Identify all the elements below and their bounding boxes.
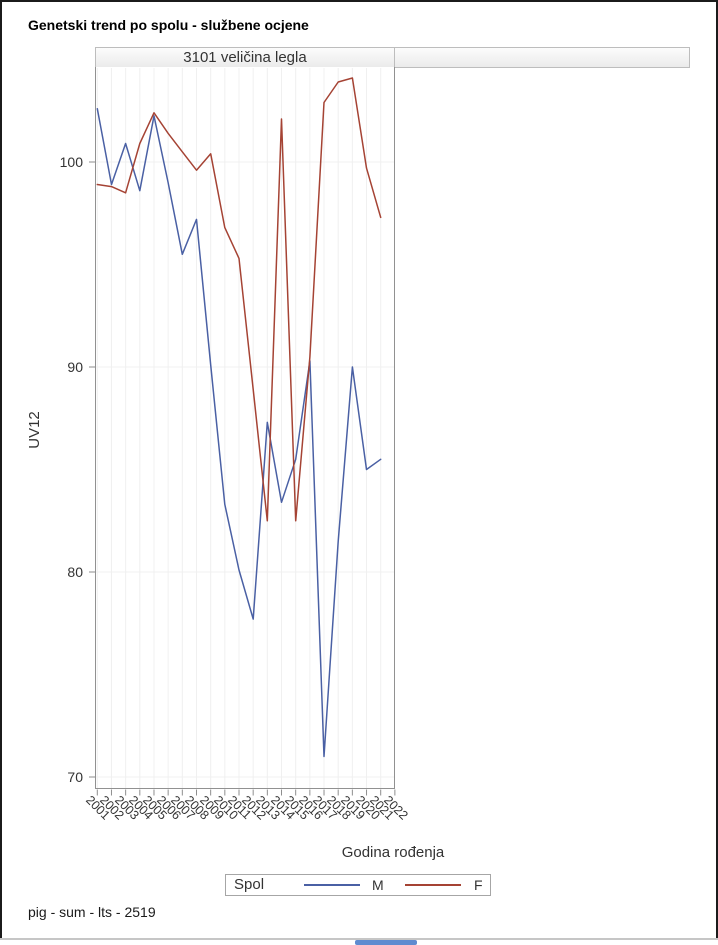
chart-title: Genetski trend po spolu - službene ocjen… bbox=[28, 17, 309, 33]
page-border-right bbox=[716, 0, 718, 940]
panel-header-label: 3101 veličina legla bbox=[183, 49, 307, 66]
legend-title: Spol bbox=[234, 876, 265, 893]
scrollbar-thumb[interactable] bbox=[355, 940, 417, 945]
y-tick-label: 70 bbox=[67, 769, 83, 785]
y-tick-label: 100 bbox=[59, 154, 83, 170]
series-line-M bbox=[96, 107, 382, 758]
plot-frame bbox=[95, 67, 395, 789]
y-tick-label: 90 bbox=[67, 359, 83, 375]
page-border-left bbox=[0, 0, 2, 940]
page-border-top bbox=[0, 0, 718, 2]
legend-label-F: F bbox=[474, 877, 483, 893]
y-tick-label: 80 bbox=[67, 564, 83, 580]
x-axis-title: Godina rođenja bbox=[341, 844, 445, 861]
legend-line-sample-F bbox=[405, 884, 461, 886]
panel-header-cell-empty bbox=[394, 47, 690, 68]
footer-note: pig - sum - lts - 2519 bbox=[28, 904, 156, 920]
legend-line-sample-M bbox=[304, 884, 360, 886]
page-border-bottom bbox=[0, 938, 718, 940]
legend-label-M: M bbox=[372, 877, 384, 893]
y-axis-title: UV12 bbox=[26, 411, 43, 449]
legend: Spol M F bbox=[225, 874, 491, 896]
series-line-F bbox=[96, 77, 382, 522]
